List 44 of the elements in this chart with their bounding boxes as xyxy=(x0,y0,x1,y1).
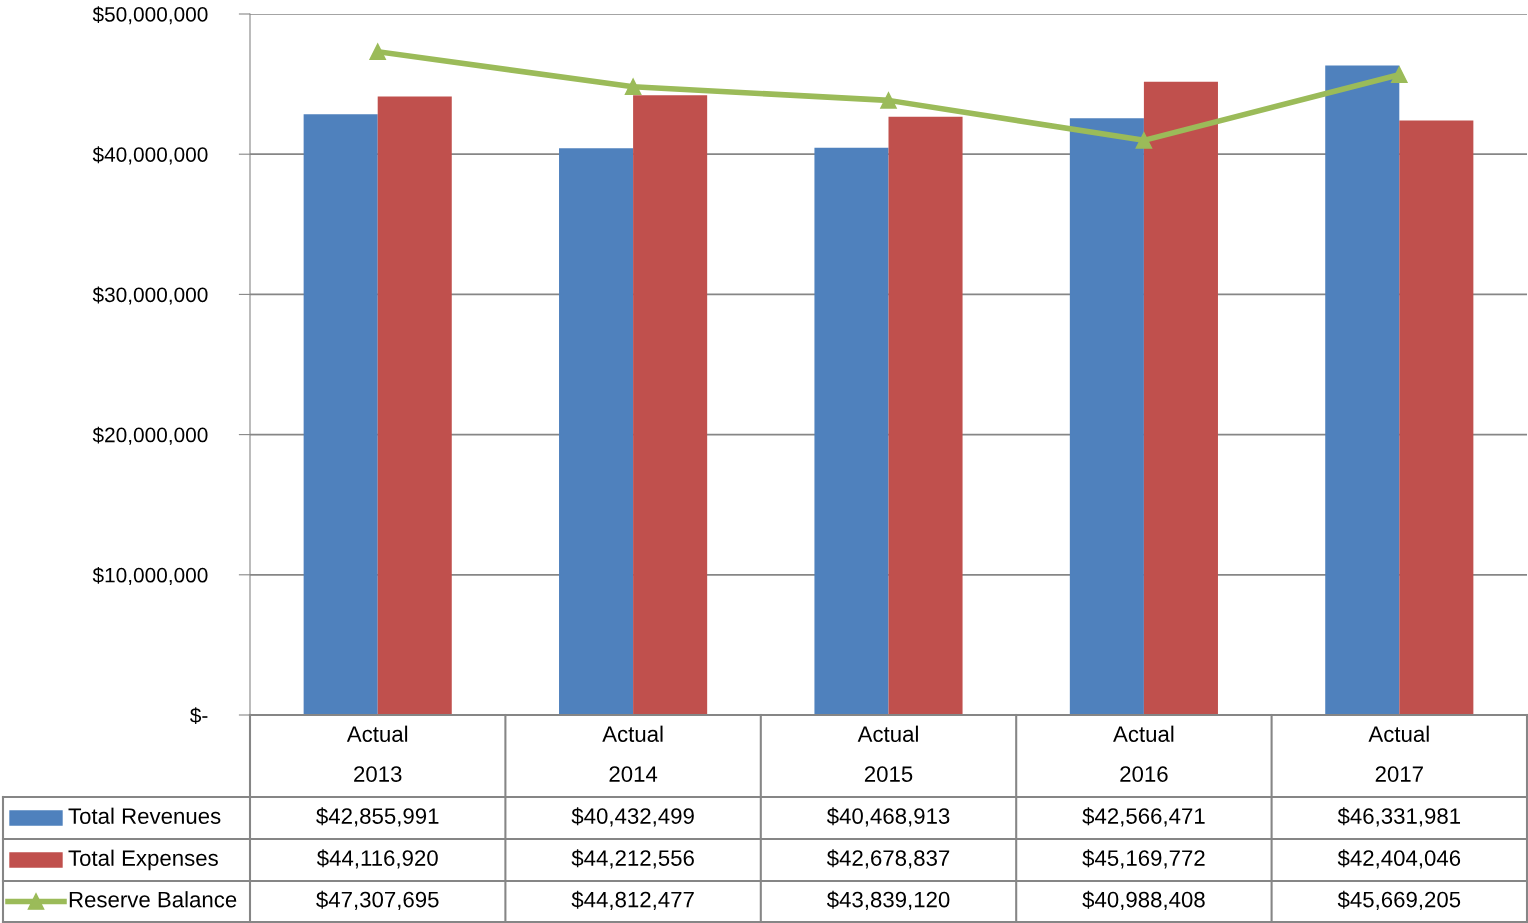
legend-label: Reserve Balance xyxy=(69,891,237,908)
bar xyxy=(888,116,963,715)
point xyxy=(624,78,642,96)
y-tick-label: $10,000,000 xyxy=(92,566,208,586)
legend-label: Total Expenses xyxy=(68,849,218,871)
data-label: $40,432,499 xyxy=(571,807,694,827)
y-tick-label: $- xyxy=(190,707,208,724)
bar xyxy=(633,95,708,715)
point xyxy=(880,92,897,109)
data-label: $40,988,408 xyxy=(1082,890,1205,911)
bar xyxy=(559,148,634,715)
data-label: $42,855,991 xyxy=(316,807,439,827)
bar xyxy=(1143,81,1218,715)
bar xyxy=(303,114,378,715)
x-tick-label: Actual 2015 xyxy=(857,725,918,782)
y-tick-label: $40,000,000 xyxy=(92,146,208,165)
y-tick-label: $20,000,000 xyxy=(92,426,208,445)
x-tick-label: Actual 2017 xyxy=(1368,725,1429,782)
data-label: $44,212,556 xyxy=(571,849,694,869)
data-label: $47,307,695 xyxy=(316,890,439,911)
bar xyxy=(1325,65,1400,715)
data-label: $44,116,920 xyxy=(316,849,438,869)
bar xyxy=(1069,118,1144,715)
data-label: $45,669,205 xyxy=(1337,890,1461,911)
data-label: $42,566,471 xyxy=(1082,807,1205,827)
bar xyxy=(1399,120,1474,715)
data-label: $46,331,981 xyxy=(1337,807,1461,827)
x-tick-label: Actual 2014 xyxy=(602,725,663,782)
data-label: $45,169,772 xyxy=(1082,849,1205,869)
y-tick-label: $30,000,000 xyxy=(92,286,208,305)
y-tick-label: $50,000,000 xyxy=(92,6,208,25)
bar xyxy=(377,96,452,715)
data-label: $42,678,837 xyxy=(826,849,950,869)
data-label: $40,468,913 xyxy=(826,807,950,827)
data-label: $42,404,046 xyxy=(1337,849,1461,869)
bar xyxy=(814,147,889,715)
x-tick-label: Actual 2016 xyxy=(1113,725,1174,782)
data-label: $43,839,120 xyxy=(826,890,950,911)
point xyxy=(1135,132,1153,149)
legend-label: Total Revenues xyxy=(68,807,221,824)
point xyxy=(1390,66,1408,84)
x-tick-label: Actual 2013 xyxy=(346,725,408,782)
point xyxy=(369,43,387,61)
data-label: $44,812,477 xyxy=(571,890,694,911)
